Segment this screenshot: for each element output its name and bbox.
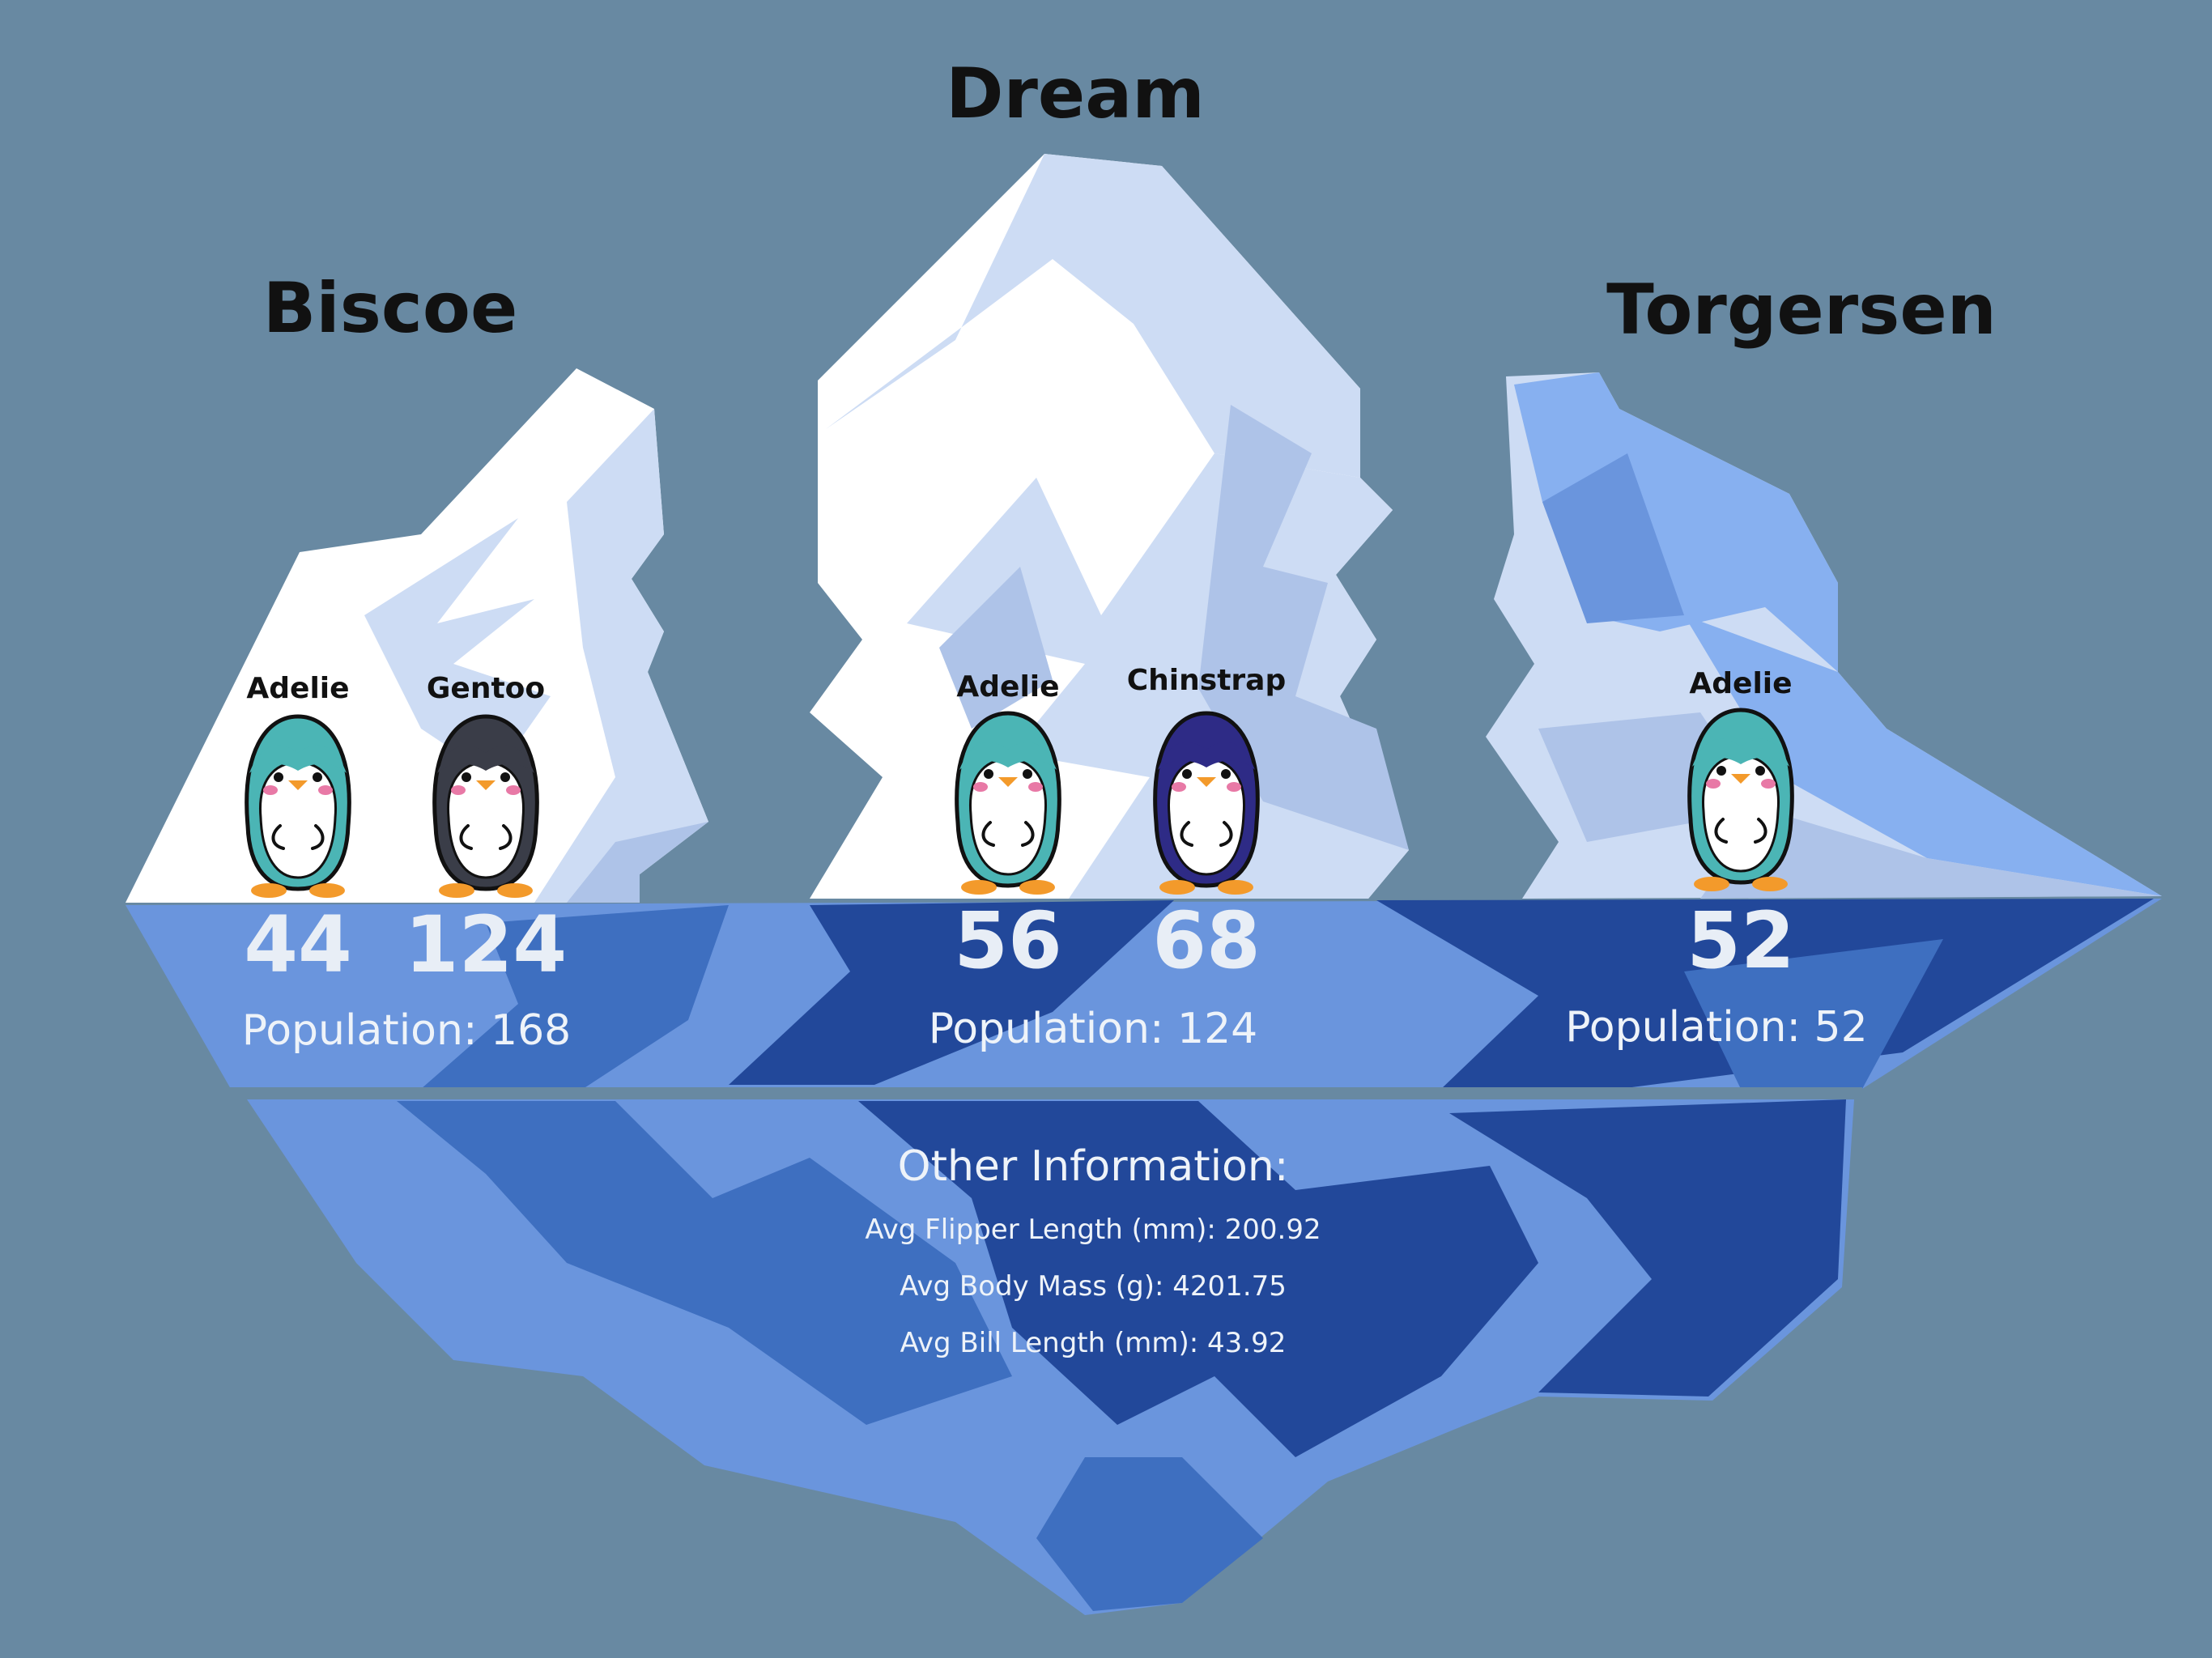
dream-title: Dream — [946, 53, 1205, 134]
biscoe-gentoo-label: Gentoo — [427, 672, 545, 705]
dream-adelie-count: 56 — [954, 895, 1062, 986]
dream-chinstrap-label: Chinstrap — [1127, 664, 1286, 697]
torgersen-adelie-count: 52 — [1687, 895, 1795, 986]
dream-chinstrap-penguin-icon — [1155, 713, 1258, 895]
biscoe-population: Population: 168 — [242, 1006, 572, 1055]
biscoe-iceberg — [125, 368, 708, 903]
dream-adelie-label: Adelie — [956, 670, 1059, 704]
biscoe-adelie-label: Adelie — [246, 672, 349, 705]
dream-iceberg — [810, 154, 1409, 899]
biscoe-gentoo-count: 124 — [405, 899, 567, 990]
other-info-line-2: Avg Body Mass (g): 4201.75 — [900, 1270, 1287, 1303]
biscoe-adelie-count: 44 — [244, 899, 352, 990]
dream-adelie-penguin-icon — [957, 713, 1060, 895]
other-info-line-3: Avg Bill Length (mm): 43.92 — [900, 1327, 1287, 1359]
dream-population: Population: 124 — [929, 1005, 1258, 1053]
torgersen-title: Torgersen — [1606, 270, 1997, 351]
torgersen-iceberg — [1486, 372, 2162, 899]
torgersen-adelie-label: Adelie — [1689, 667, 1792, 700]
torgersen-adelie-penguin-icon — [1690, 710, 1793, 891]
water-separator — [219, 1087, 1862, 1097]
biscoe-adelie-penguin-icon — [247, 716, 350, 898]
torgersen-population: Population: 52 — [1565, 1003, 1867, 1052]
biscoe-gentoo-penguin-icon — [435, 716, 538, 898]
other-info-title: Other Information: — [898, 1142, 1289, 1191]
other-info-line-1: Avg Flipper Length (mm): 200.92 — [865, 1214, 1321, 1246]
dream-chinstrap-count: 68 — [1152, 895, 1261, 986]
biscoe-title: Biscoe — [263, 268, 518, 349]
